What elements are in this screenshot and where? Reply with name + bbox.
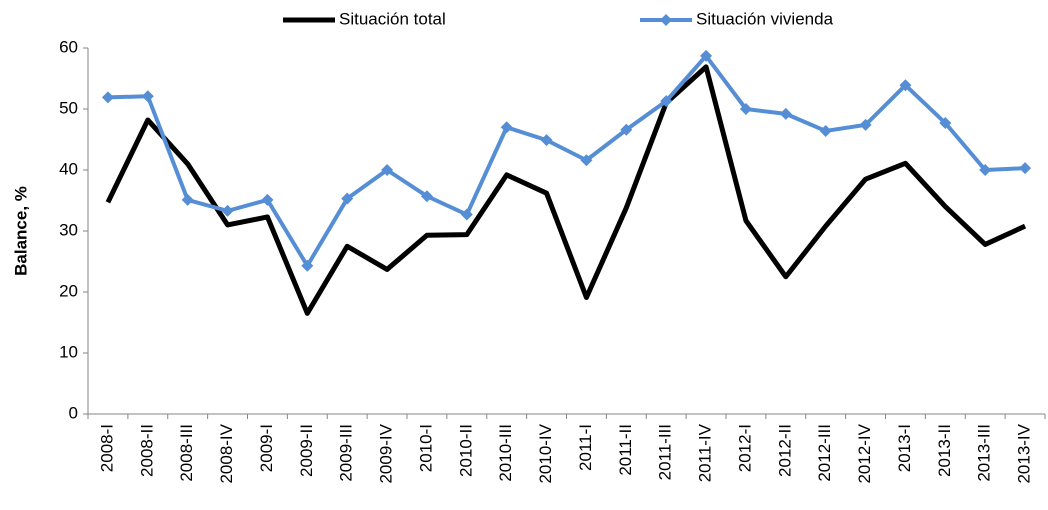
x-tick-label: 2012-I <box>735 424 754 472</box>
series-marker <box>739 103 752 115</box>
y-tick-label: 10 <box>59 342 78 361</box>
series-marker <box>500 121 513 134</box>
x-tick-label: 2010-II <box>456 424 475 477</box>
x-tick-label: 2013-III <box>975 424 994 482</box>
series-marker <box>181 193 194 206</box>
legend-marker <box>660 14 672 26</box>
x-tick-label: 2011-I <box>576 424 595 471</box>
y-axis-label: Balance, % <box>11 186 30 276</box>
series-marker <box>819 124 832 137</box>
series-marker <box>899 79 912 92</box>
x-tick-label: 2010-III <box>496 424 515 482</box>
x-tick-label: 2012-II <box>775 424 794 477</box>
x-tick-label: 2013-I <box>895 424 914 472</box>
series-marker <box>341 192 354 205</box>
x-tick-label: 2008-II <box>137 424 156 477</box>
x-tick-label: 2013-II <box>935 424 954 477</box>
x-tick-label: 2009-IV <box>377 423 396 483</box>
x-tick-label: 2012-IV <box>855 423 874 483</box>
series-marker <box>700 49 713 62</box>
legend-label: Situación vivienda <box>696 9 834 28</box>
series-marker <box>540 134 553 147</box>
y-tick-label: 50 <box>59 98 78 117</box>
legend-label: Situación total <box>339 9 446 28</box>
series-marker <box>141 90 154 103</box>
series-marker <box>779 107 792 120</box>
series-marker <box>261 193 274 206</box>
x-tick-label: 2009-I <box>257 424 276 472</box>
x-tick-label: 2011-IV <box>696 423 715 482</box>
y-tick-label: 20 <box>59 281 78 300</box>
series-marker <box>381 164 394 176</box>
series-marker <box>221 204 234 217</box>
x-tick-label: 2011-II <box>616 424 635 476</box>
series-line <box>107 53 1026 268</box>
x-tick-label: 2013-IV <box>1015 423 1034 483</box>
x-tick-label: 2010-I <box>416 424 435 472</box>
y-tick-label: 30 <box>59 220 78 239</box>
x-tick-label: 2008-III <box>177 424 196 482</box>
x-tick-label: 2009-II <box>297 424 316 477</box>
y-tick-label: 40 <box>59 159 78 178</box>
x-tick-label: 2008-I <box>97 424 116 472</box>
x-tick-label: 2009-III <box>337 424 356 482</box>
series-marker <box>1019 162 1032 175</box>
y-tick-label: 0 <box>69 403 78 422</box>
series-marker <box>580 154 593 167</box>
series-marker <box>101 91 114 104</box>
series-marker <box>301 259 314 272</box>
series-marker <box>859 118 872 131</box>
series-marker <box>939 117 952 130</box>
x-tick-label: 2012-III <box>815 424 834 482</box>
series-marker <box>979 164 992 176</box>
x-tick-label: 2010-IV <box>536 423 555 483</box>
series-marker <box>620 123 633 136</box>
series-marker <box>420 190 433 203</box>
x-tick-label: 2008-IV <box>217 423 236 483</box>
series-marker <box>460 208 473 221</box>
y-tick-label: 60 <box>59 37 78 56</box>
x-tick-label: 2011-III <box>656 424 675 480</box>
series-marker <box>660 95 673 108</box>
series-line <box>105 64 1027 316</box>
